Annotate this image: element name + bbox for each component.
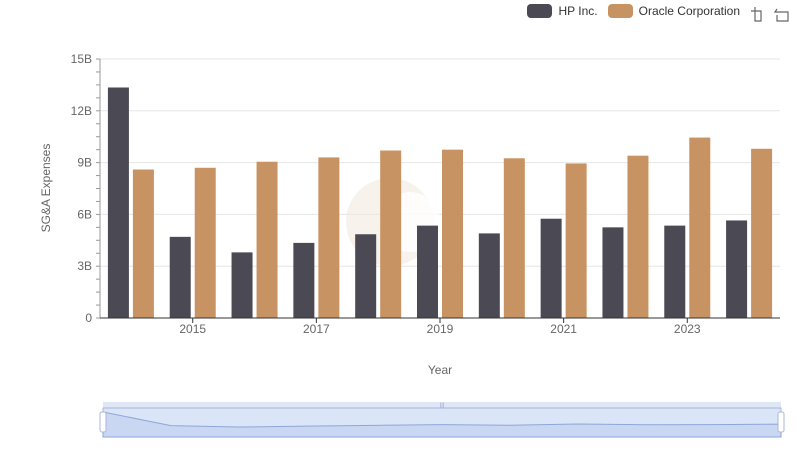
bar-oracle-2024[interactable] — [751, 148, 773, 318]
bar-oracle-2014[interactable] — [132, 169, 154, 318]
data-zoom-slider[interactable]: ||| — [99, 402, 785, 438]
bars-group — [107, 87, 773, 319]
data-zoom-icon[interactable] — [750, 6, 766, 22]
slider-grip[interactable]: ||| — [440, 403, 445, 409]
legend-swatch-oracle — [607, 4, 633, 18]
bar-oracle-2020[interactable] — [503, 158, 525, 318]
bar-hp-2015[interactable] — [169, 236, 191, 318]
bar-hp-2018[interactable] — [355, 234, 377, 318]
slider-overview-area — [102, 411, 782, 438]
bar-oracle-2015[interactable] — [194, 167, 216, 318]
legend-swatch-hp — [527, 4, 553, 18]
bar-hp-2023[interactable] — [664, 225, 686, 318]
bar-hp-2016[interactable] — [231, 252, 253, 318]
bar-hp-2014[interactable] — [107, 87, 129, 319]
bar-oracle-2016[interactable] — [256, 161, 278, 318]
bar-oracle-2021[interactable] — [565, 163, 587, 318]
bar-oracle-2023[interactable] — [689, 137, 711, 318]
legend-item-oracle[interactable]: Oracle Corporation — [607, 4, 740, 18]
legend-label-hp: HP Inc. — [558, 4, 598, 18]
slider-left-handle[interactable] — [99, 411, 107, 433]
y-tick-label: 9B — [77, 156, 92, 170]
x-tick-label: 2021 — [550, 322, 577, 336]
slider-right-handle[interactable] — [777, 411, 785, 433]
bar-hp-2021[interactable] — [540, 218, 562, 318]
bar-oracle-2017[interactable] — [318, 157, 340, 318]
bar-hp-2024[interactable] — [726, 220, 748, 318]
x-axis-title: Year — [428, 363, 452, 377]
x-tick-label: 2019 — [427, 322, 454, 336]
legend: HP Inc. Oracle Corporation — [527, 4, 740, 18]
legend-label-oracle: Oracle Corporation — [638, 4, 740, 18]
bar-oracle-2022[interactable] — [627, 155, 649, 318]
x-tick-label: 2023 — [674, 322, 701, 336]
bar-hp-2022[interactable] — [602, 227, 624, 318]
bar-oracle-2018[interactable] — [380, 150, 402, 318]
bar-hp-2020[interactable] — [478, 233, 500, 318]
y-tick-label: 15B — [71, 52, 92, 66]
bar-hp-2019[interactable] — [417, 225, 438, 318]
y-axis-title: SG&A Expenses — [39, 144, 53, 233]
x-tick-label: 2015 — [179, 322, 206, 336]
legend-item-hp[interactable]: HP Inc. — [527, 4, 598, 18]
y-tick-label: 0 — [85, 311, 92, 325]
y-tick-label: 12B — [71, 104, 92, 118]
x-tick-label: 2017 — [303, 322, 330, 336]
restore-icon[interactable] — [774, 6, 790, 22]
y-tick-label: 3B — [77, 259, 92, 273]
axes-group: 0 3B 6B 9B 12B 15B 2015 2017 2019 2021 2023 — [71, 52, 780, 336]
bar-hp-2017[interactable] — [293, 242, 315, 318]
y-tick-label: 6B — [77, 207, 92, 221]
toolbox — [750, 6, 790, 22]
slider-top-bar[interactable] — [103, 402, 781, 408]
bar-oracle-2019[interactable] — [442, 149, 463, 318]
